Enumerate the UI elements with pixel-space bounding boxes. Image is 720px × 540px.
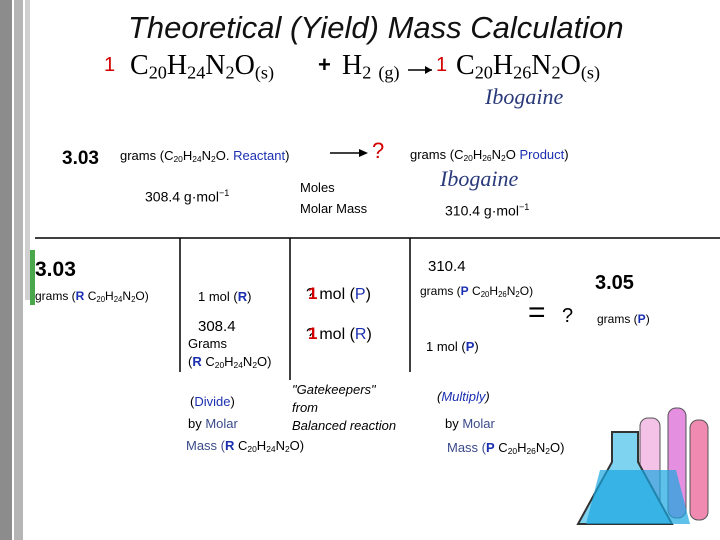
reactant-molar-mass: 308.4 g·mol−1 (145, 188, 230, 205)
note: "Gatekeepers" (292, 382, 376, 397)
factor-bottom-unit: Grams (188, 336, 227, 351)
given-mass: 3.03 (62, 148, 99, 169)
plus: + (318, 52, 331, 77)
molar-mass-label: Molar Mass (300, 201, 368, 216)
answer-unit: grams (P) (597, 312, 650, 326)
factor-top-value: 310.4 (428, 258, 466, 275)
answer: 3.05 (595, 272, 634, 294)
equals: = (528, 296, 546, 329)
product-molar-mass: 310.4 g·mol−1 (445, 202, 530, 219)
factor-bottom-value: 308.4 (198, 318, 236, 335)
product-formula: C20H26N2O(s) (456, 50, 601, 83)
factor-bottom-formula: (R C20H24N2O) (188, 354, 272, 371)
arrow-head (425, 66, 432, 74)
product-name: Ibogaine (440, 166, 519, 191)
mole-ratio-bottom: ? 1 mol (R) (306, 324, 372, 343)
factor-top-unit: grams (P C20H26N2O) (420, 284, 534, 299)
note: (Divide) (190, 394, 235, 409)
result-unknown: ? (562, 305, 574, 327)
note: Mass (P C20H26N2O) (447, 440, 565, 457)
side-accent (30, 250, 35, 305)
note: Mass (R C20H24N2O) (186, 438, 305, 455)
moles-label: Moles (300, 180, 335, 195)
flask-icon (576, 407, 709, 525)
note: by Molar (445, 416, 495, 431)
coefficient: 1 (436, 54, 448, 76)
side-bar (14, 0, 23, 540)
given-unit: grams (R C20H24N2O) (35, 289, 149, 304)
unknown: ? (372, 138, 385, 163)
factor-top: 1 mol (R) (198, 289, 252, 304)
title: Theoretical (Yield) Mass Calculation (128, 10, 624, 45)
note: by Molar (188, 416, 238, 431)
note: Balanced reaction (292, 418, 397, 433)
side-bar (0, 0, 12, 540)
given-mass: 3.03 (35, 258, 76, 281)
product-name: Ibogaine (485, 84, 564, 109)
factor-bottom: 1 mol (P) (426, 339, 479, 354)
note: from (292, 400, 318, 415)
arrow-head (359, 149, 368, 157)
mole-ratio-top: ? 1 mol (P) (306, 284, 371, 303)
side-bar (25, 0, 30, 300)
hydrogen-formula: H2 (g) (342, 50, 400, 83)
note: (Multiply) (437, 389, 490, 404)
reactant-formula: C20H24N2O(s) (130, 50, 275, 83)
reactant-label: grams (C20H24N2O. Reactant) (120, 148, 290, 165)
product-label: grams (C20H26N2O Product) (410, 147, 569, 164)
coefficient: 1 (104, 54, 116, 76)
